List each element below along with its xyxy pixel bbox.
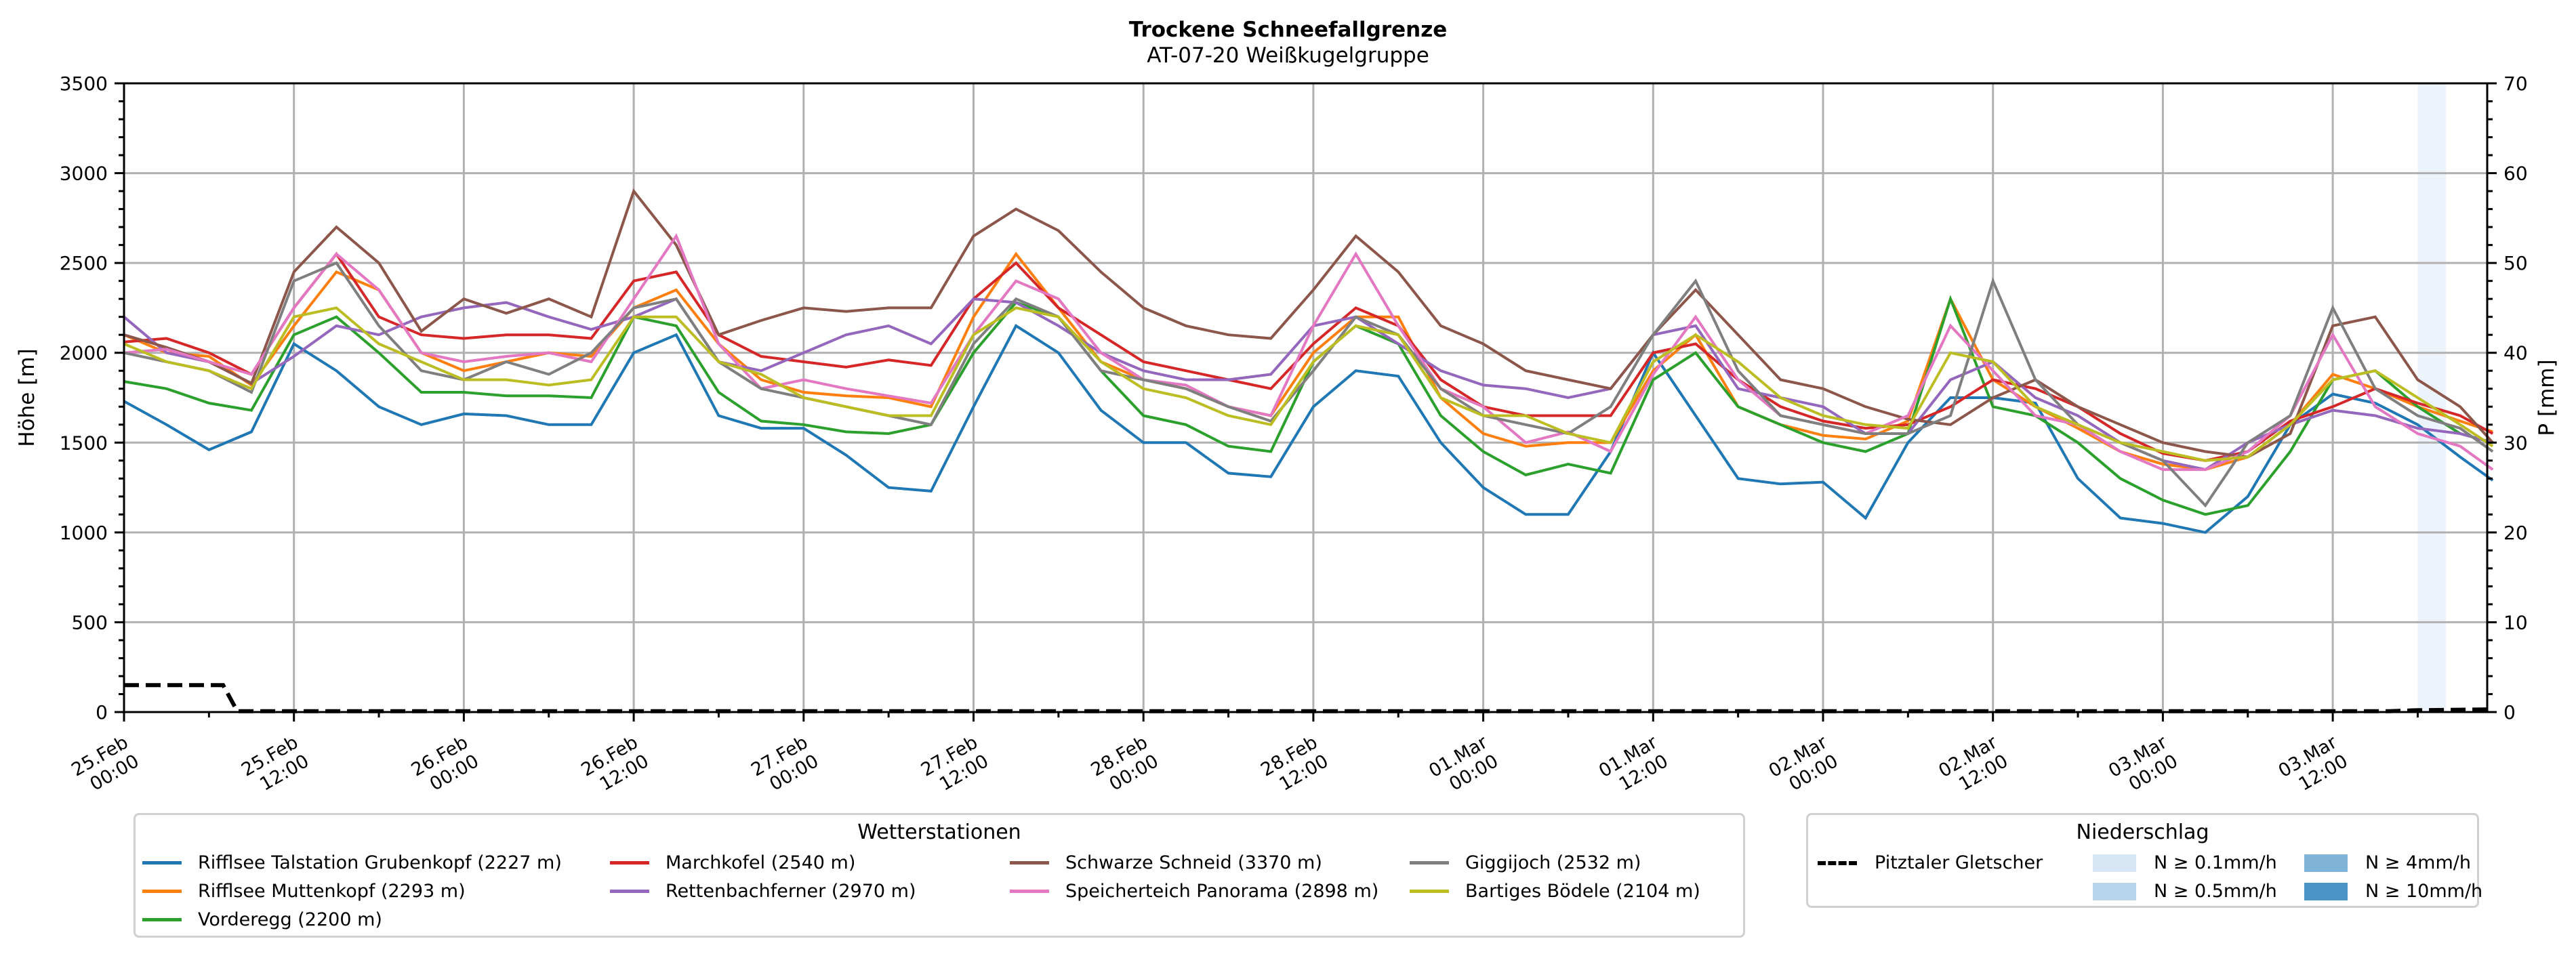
legend-item-precip-level: N ≥ 4mm/h bbox=[2304, 852, 2471, 873]
legend-item-precip-level: N ≥ 10mm/h bbox=[2304, 881, 2482, 902]
axes bbox=[115, 82, 2497, 722]
line-swatch bbox=[610, 890, 649, 893]
legend-label: N ≥ 4mm/h bbox=[2365, 852, 2471, 873]
line-swatch bbox=[1410, 861, 1449, 865]
legend-label: Giggijoch (2532 m) bbox=[1465, 852, 1641, 873]
line-swatch bbox=[142, 861, 182, 865]
y-tick-label-right: 20 bbox=[2503, 522, 2528, 544]
gridlines bbox=[124, 83, 2487, 712]
series-line-8 bbox=[123, 306, 2494, 462]
precipitation-line bbox=[124, 683, 2493, 713]
line-swatch bbox=[142, 890, 182, 893]
y-tick-label: 3000 bbox=[60, 163, 108, 185]
legend-item-precip-level: N ≥ 0.1mm/h bbox=[2093, 852, 2277, 873]
series-line-1 bbox=[123, 251, 2493, 472]
y-tick-label-right: 40 bbox=[2503, 342, 2528, 365]
legend-label: Rifflsee Muttenkopf (2293 m) bbox=[198, 881, 466, 902]
line-swatch bbox=[610, 861, 649, 865]
y-tick-label-right: 0 bbox=[2503, 701, 2516, 724]
y-tick-label: 1500 bbox=[60, 432, 108, 454]
legend-label: Rifflsee Talstation Grubenkopf (2227 m) bbox=[198, 852, 562, 873]
chart-subtitle: AT-07-20 Weißkugelgruppe bbox=[1147, 43, 1429, 68]
y-tick-label: 1000 bbox=[60, 522, 108, 544]
y-tick-label: 0 bbox=[96, 701, 108, 724]
y-tick-label-right: 30 bbox=[2503, 432, 2528, 454]
line-swatch bbox=[1010, 861, 1049, 865]
color-swatch bbox=[2093, 882, 2136, 900]
series-line-7 bbox=[123, 261, 2494, 508]
legend-item-precip-level: N ≥ 0.5mm/h bbox=[2093, 881, 2277, 902]
y-tick-label-right: 70 bbox=[2503, 72, 2528, 95]
legend-label: N ≥ 10mm/h bbox=[2365, 881, 2483, 902]
legend-item-station: Speicherteich Panorama (2898 m) bbox=[1010, 881, 1378, 902]
legend-item-station: Giggijoch (2532 m) bbox=[1410, 852, 1641, 873]
legend-precipitation: Niederschlag Pitztaler Gletscher N ≥ 0.1… bbox=[1806, 813, 2482, 908]
legend-precip-title: Niederschlag bbox=[2076, 820, 2209, 844]
color-swatch bbox=[2093, 854, 2136, 872]
y-tick-label-right: 60 bbox=[2503, 163, 2528, 185]
legend-item-pitztaler: Pitztaler Gletscher bbox=[1818, 852, 2043, 873]
legend-label: Vorderegg (2200 m) bbox=[198, 909, 382, 930]
dashed-line-swatch bbox=[1818, 860, 1857, 865]
legend-label: N ≥ 0.5mm/h bbox=[2154, 881, 2277, 902]
legend-label: Bartiges Bödele (2104 m) bbox=[1465, 881, 1700, 902]
precip-band-0 bbox=[2417, 83, 2447, 712]
legend-item-station: Marchkofel (2540 m) bbox=[610, 852, 855, 873]
legend-label: Marchkofel (2540 m) bbox=[666, 852, 856, 873]
tick-labels: 0 500 1000 1500 2000 2500 3000 3500 0 10 20 30 40 50 6… bbox=[60, 72, 2528, 795]
y-tick-label-right: 10 bbox=[2503, 611, 2528, 633]
chart-title: Trockene Schneefallgrenze bbox=[1128, 18, 1448, 42]
line-swatch bbox=[1010, 890, 1049, 893]
legend-item-station: Rifflsee Talstation Grubenkopf (2227 m) bbox=[142, 852, 562, 873]
legend-stations-title: Wetterstationen bbox=[857, 820, 1021, 844]
y-tick-label: 2000 bbox=[60, 342, 108, 365]
line-swatch bbox=[1410, 890, 1449, 893]
color-swatch bbox=[2304, 882, 2348, 900]
legend-label: Rettenbachferner (2970 m) bbox=[666, 881, 916, 902]
series-line-6 bbox=[123, 233, 2494, 472]
y-axis-label: Höhe [m] bbox=[15, 348, 39, 446]
legend-item-station: Vorderegg (2200 m) bbox=[142, 909, 382, 930]
y-axis-label-right: P [mm] bbox=[2535, 359, 2559, 436]
series-line-4 bbox=[123, 297, 2493, 472]
precip-line-pitztaler bbox=[124, 683, 2493, 713]
legend-item-station: Rettenbachferner (2970 m) bbox=[610, 881, 916, 902]
series-line-5 bbox=[123, 188, 2494, 459]
series-lines bbox=[123, 188, 2494, 535]
series-line-0 bbox=[123, 324, 2494, 535]
y-tick-label: 3500 bbox=[60, 72, 108, 95]
legend-label: N ≥ 0.1mm/h bbox=[2154, 852, 2277, 873]
axes-frame bbox=[123, 82, 2489, 713]
precip-bands bbox=[2417, 83, 2447, 712]
y-tick-label-right: 50 bbox=[2503, 252, 2528, 274]
legend-label: Pitztaler Gletscher bbox=[1875, 852, 2043, 873]
y-tick-label: 2500 bbox=[60, 252, 108, 274]
legend-item-station: Bartiges Bödele (2104 m) bbox=[1410, 881, 1700, 902]
legend-item-station: Rifflsee Muttenkopf (2293 m) bbox=[142, 881, 466, 902]
series-line-3 bbox=[123, 251, 2494, 462]
y-tick-label: 500 bbox=[72, 611, 108, 633]
legend-stations: Wetterstationen Rifflsee Talstation Grub… bbox=[134, 813, 1745, 938]
color-swatch bbox=[2304, 854, 2348, 872]
legend-item-station: Schwarze Schneid (3370 m) bbox=[1010, 852, 1322, 873]
legend-label: Schwarze Schneid (3370 m) bbox=[1065, 852, 1322, 873]
legend-label: Speicherteich Panorama (2898 m) bbox=[1065, 881, 1379, 902]
line-swatch bbox=[142, 918, 182, 921]
